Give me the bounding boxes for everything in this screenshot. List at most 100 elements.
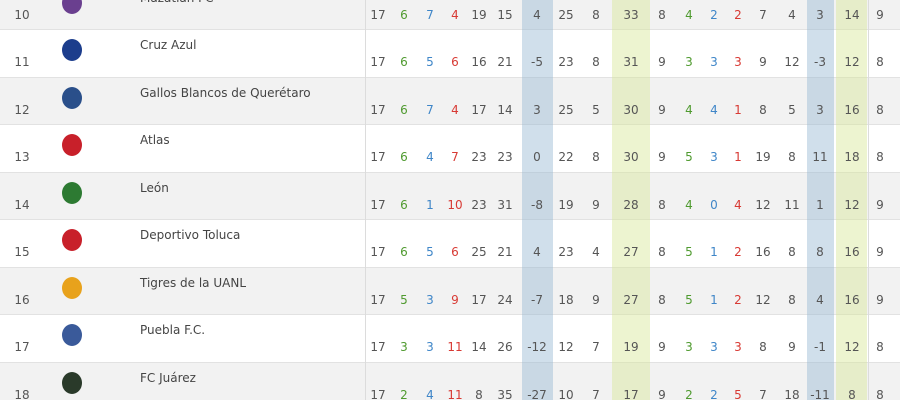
stat: 8 xyxy=(816,245,824,259)
stat: 19 xyxy=(623,340,639,354)
team-logo xyxy=(62,371,82,394)
stat: 5 xyxy=(685,245,693,259)
stat: 9 xyxy=(876,245,884,259)
stat: 1 xyxy=(734,102,742,117)
stat: 9 xyxy=(876,292,884,307)
stat: 8 xyxy=(658,292,666,307)
stat: 8 xyxy=(788,245,796,259)
stat: 17 xyxy=(370,7,386,22)
stat: -8 xyxy=(531,197,543,212)
stat: 30 xyxy=(623,102,639,117)
stat: 35 xyxy=(497,387,513,400)
table-row xyxy=(0,172,900,220)
stat: 12 xyxy=(755,197,771,212)
column-shade xyxy=(612,0,650,400)
stat: 21 xyxy=(497,245,513,259)
table-row xyxy=(0,125,900,173)
team-logo xyxy=(62,0,82,14)
stat: 2 xyxy=(734,292,742,307)
stat: 9 xyxy=(759,55,767,69)
stat: 17 xyxy=(623,387,639,400)
table-row xyxy=(0,220,900,268)
stat: 4 xyxy=(685,7,693,22)
stat: 9 xyxy=(658,55,666,69)
stat: 4 xyxy=(426,150,434,164)
stat: 1 xyxy=(734,150,742,164)
stat: 9 xyxy=(658,340,666,354)
stat: 17 xyxy=(370,197,386,212)
stat: 25 xyxy=(471,245,487,259)
stat: 3 xyxy=(685,55,693,69)
team-logo xyxy=(62,229,82,251)
stat: 23 xyxy=(558,55,574,69)
stat: 4 xyxy=(734,197,742,212)
stat: 3 xyxy=(734,340,742,354)
stat: 16 xyxy=(844,292,860,307)
stat: 5 xyxy=(685,150,693,164)
stat: 31 xyxy=(497,197,513,212)
stat: 0 xyxy=(710,197,718,212)
rank: 17 xyxy=(14,340,30,354)
team-name: Puebla F.C. xyxy=(140,323,206,337)
stat: 8 xyxy=(876,150,884,164)
team-logo xyxy=(62,134,82,156)
stat: 21 xyxy=(497,55,513,69)
stat: 1 xyxy=(710,292,718,307)
stat: 18 xyxy=(844,150,860,164)
stat: 25 xyxy=(558,7,574,22)
stat: 12 xyxy=(784,55,800,69)
stat: 4 xyxy=(710,102,718,117)
stat: -11 xyxy=(810,387,830,400)
stat: 9 xyxy=(658,150,666,164)
stat: 17 xyxy=(370,245,386,259)
stat: 9 xyxy=(592,197,600,212)
stat: 15 xyxy=(497,7,513,22)
stat: 4 xyxy=(816,292,824,307)
stat: 30 xyxy=(623,150,639,164)
stat: 4 xyxy=(788,7,796,22)
stat: 5 xyxy=(788,102,796,117)
stat: 6 xyxy=(400,197,408,212)
stat: 23 xyxy=(471,150,487,164)
stat: 7 xyxy=(592,387,600,400)
stat: 3 xyxy=(426,292,434,307)
stat: 9 xyxy=(451,292,459,307)
rank: 14 xyxy=(14,197,30,212)
column-shade xyxy=(807,0,834,400)
team-name: FC Juárez xyxy=(140,370,196,385)
team-name: León xyxy=(140,180,169,195)
team-name: Mazatlán FC xyxy=(140,0,213,5)
stat: 19 xyxy=(558,197,574,212)
stat: 8 xyxy=(658,245,666,259)
stat: 7 xyxy=(592,340,600,354)
table-row xyxy=(0,362,900,400)
stat: 2 xyxy=(734,245,742,259)
stat: 27 xyxy=(623,292,639,307)
stat: 5 xyxy=(426,55,434,69)
stat: 22 xyxy=(558,150,574,164)
stat: 31 xyxy=(623,55,639,69)
stat: 14 xyxy=(471,340,487,354)
stat: 1 xyxy=(426,197,434,212)
team-logo xyxy=(62,276,82,299)
stat: 17 xyxy=(370,340,386,354)
stat: 18 xyxy=(558,292,574,307)
stat: 8 xyxy=(876,387,884,400)
stat: 18 xyxy=(784,387,800,400)
stat: 28 xyxy=(623,197,639,212)
stat: 3 xyxy=(400,340,408,354)
stat: 12 xyxy=(844,55,860,69)
stat: 6 xyxy=(400,150,408,164)
rank: 13 xyxy=(14,150,30,164)
stat: 2 xyxy=(710,7,718,22)
stat: 9 xyxy=(876,197,884,212)
stat: 3 xyxy=(426,340,434,354)
stat: 9 xyxy=(658,387,666,400)
stat: 8 xyxy=(759,340,767,354)
stat: 12 xyxy=(558,340,574,354)
stat: 9 xyxy=(592,292,600,307)
table-row xyxy=(0,267,900,315)
stat: 8 xyxy=(876,55,884,69)
stat: 19 xyxy=(471,7,487,22)
stat: 8 xyxy=(876,102,884,117)
